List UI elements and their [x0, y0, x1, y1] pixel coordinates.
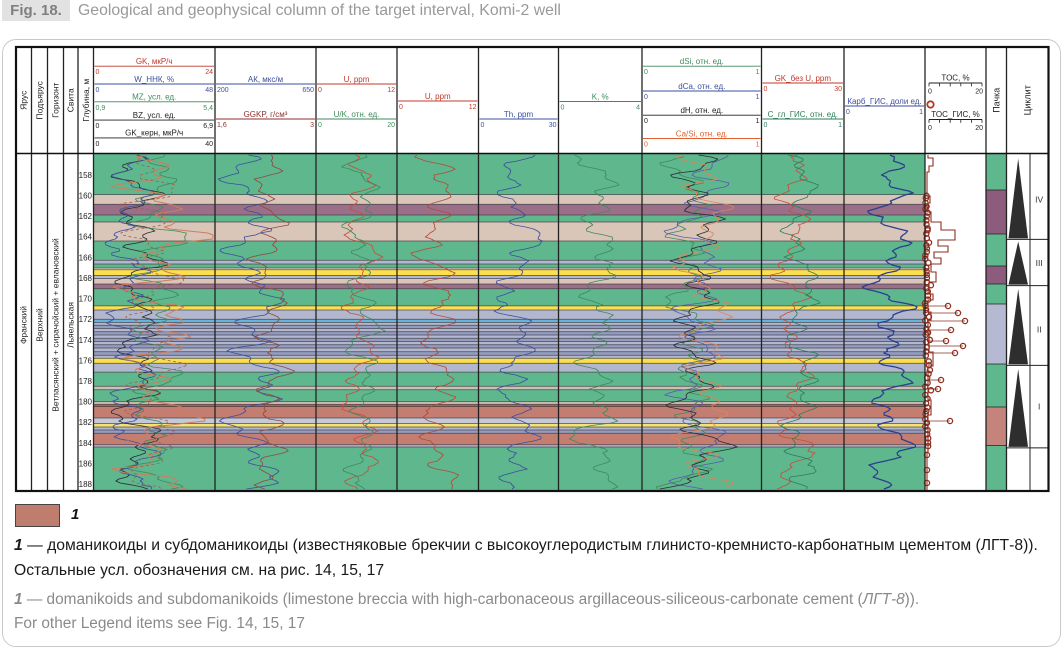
svg-text:24: 24	[205, 69, 213, 76]
svg-text:0: 0	[96, 123, 100, 130]
svg-text:0: 0	[928, 89, 932, 96]
svg-text:174: 174	[79, 336, 93, 345]
svg-text:5,4: 5,4	[203, 105, 213, 112]
svg-text:Верхний: Верхний	[35, 308, 45, 342]
svg-text:48: 48	[205, 87, 213, 94]
svg-text:184: 184	[79, 439, 93, 448]
svg-text:1,6: 1,6	[217, 122, 227, 129]
svg-text:12: 12	[469, 104, 477, 111]
svg-text:176: 176	[79, 356, 93, 365]
svg-text:Ярус: Ярус	[19, 90, 29, 110]
svg-text:30: 30	[549, 122, 557, 129]
svg-text:Ca/Si, отн. ед.: Ca/Si, отн. ед.	[676, 129, 728, 138]
svg-text:0: 0	[644, 118, 648, 125]
svg-text:dCa, отн. ед.: dCa, отн. ед.	[678, 82, 725, 91]
svg-text:168: 168	[79, 274, 93, 283]
svg-text:650: 650	[302, 87, 314, 94]
svg-text:K, %: K, %	[592, 92, 609, 101]
svg-text:АК, мкс/м: АК, мкс/м	[248, 75, 283, 84]
svg-text:0: 0	[928, 125, 932, 132]
svg-text:Ветласянский + сирачойский + е: Ветласянский + сирачойский + евлановский	[51, 238, 61, 412]
svg-text:GK_керн, мкР/ч: GK_керн, мкР/ч	[125, 129, 183, 138]
svg-text:0: 0	[561, 105, 565, 112]
svg-text:BZ, усл. ед.: BZ, усл. ед.	[133, 111, 176, 120]
svg-text:Карб_ГИС, доли ед.: Карб_ГИС, доли ед.	[847, 97, 921, 106]
svg-text:1: 1	[756, 94, 760, 101]
svg-text:0: 0	[96, 87, 100, 94]
svg-text:0: 0	[764, 86, 768, 93]
svg-text:0: 0	[764, 122, 768, 129]
svg-text:0: 0	[644, 142, 648, 149]
svg-text:188: 188	[79, 480, 93, 489]
svg-text:dSi, отн. ед.: dSi, отн. ед.	[680, 57, 724, 66]
svg-text:II: II	[1037, 324, 1042, 334]
svg-text:dH, отн. ед.: dH, отн. ед.	[680, 106, 723, 115]
svg-text:1: 1	[756, 118, 760, 125]
svg-text:TOC, %: TOC, %	[941, 74, 969, 83]
svg-text:3: 3	[310, 122, 314, 129]
svg-text:0: 0	[399, 104, 403, 111]
svg-text:20: 20	[975, 125, 983, 132]
svg-text:Льяельская: Льяельская	[66, 302, 76, 348]
svg-text:W_ННК, %: W_ННК, %	[134, 75, 174, 84]
svg-text:1: 1	[756, 69, 760, 76]
svg-text:20: 20	[387, 122, 395, 129]
svg-text:1: 1	[919, 109, 923, 116]
svg-text:178: 178	[79, 377, 93, 386]
svg-text:I: I	[1038, 401, 1040, 411]
svg-text:Th, ppm: Th, ppm	[504, 110, 534, 119]
svg-text:40: 40	[205, 141, 213, 148]
svg-text:200: 200	[217, 87, 229, 94]
svg-text:0: 0	[481, 122, 485, 129]
svg-text:Подъярус: Подъярус	[35, 80, 45, 119]
svg-text:GK_без U, ppm: GK_без U, ppm	[775, 74, 832, 83]
svg-text:186: 186	[79, 460, 93, 469]
svg-text:0: 0	[644, 69, 648, 76]
svg-text:166: 166	[79, 253, 93, 262]
svg-text:GK, мкР/ч: GK, мкР/ч	[136, 57, 173, 66]
svg-text:1: 1	[756, 142, 760, 149]
svg-text:Горизонт: Горизонт	[51, 82, 61, 117]
svg-text:170: 170	[79, 295, 93, 304]
svg-text:MZ, усл. ед.: MZ, усл. ед.	[132, 93, 176, 102]
svg-text:164: 164	[79, 233, 93, 242]
svg-text:1: 1	[838, 122, 842, 129]
svg-text:4: 4	[636, 105, 640, 112]
svg-text:6,9: 6,9	[203, 123, 213, 130]
svg-text:III: III	[1036, 258, 1043, 268]
svg-text:U, ppm: U, ppm	[344, 75, 370, 84]
svg-text:0,9: 0,9	[96, 105, 106, 112]
svg-text:Глубина, м: Глубина, м	[81, 79, 91, 122]
svg-text:0: 0	[318, 122, 322, 129]
svg-text:IV: IV	[1035, 195, 1043, 205]
svg-text:GGKP, г/см³: GGKP, г/см³	[244, 110, 288, 119]
svg-text:0: 0	[644, 94, 648, 101]
svg-text:180: 180	[79, 398, 93, 407]
svg-text:20: 20	[975, 89, 983, 96]
svg-text:160: 160	[79, 191, 93, 200]
svg-text:TOC_ГИС, %: TOC_ГИС, %	[931, 110, 980, 119]
svg-text:U/K, отн. ед.: U/K, отн. ед.	[334, 110, 380, 119]
svg-text:U, ppm: U, ppm	[425, 92, 451, 101]
svg-text:182: 182	[79, 418, 93, 427]
svg-text:172: 172	[79, 315, 93, 324]
svg-text:С_гл_ГИС, отн. ед.: С_гл_ГИС, отн. ед.	[768, 110, 838, 119]
svg-text:0: 0	[96, 141, 100, 148]
svg-text:162: 162	[79, 212, 93, 221]
svg-text:Пачка: Пачка	[992, 88, 1002, 113]
svg-text:0: 0	[96, 69, 100, 76]
svg-text:0: 0	[846, 109, 850, 116]
svg-text:158: 158	[79, 171, 93, 180]
svg-text:Франский: Франский	[19, 306, 29, 344]
svg-text:0: 0	[318, 87, 322, 94]
svg-text:Циклит: Циклит	[1023, 85, 1033, 115]
svg-text:Свита: Свита	[66, 88, 76, 112]
svg-text:12: 12	[387, 87, 395, 94]
svg-text:30: 30	[834, 86, 842, 93]
